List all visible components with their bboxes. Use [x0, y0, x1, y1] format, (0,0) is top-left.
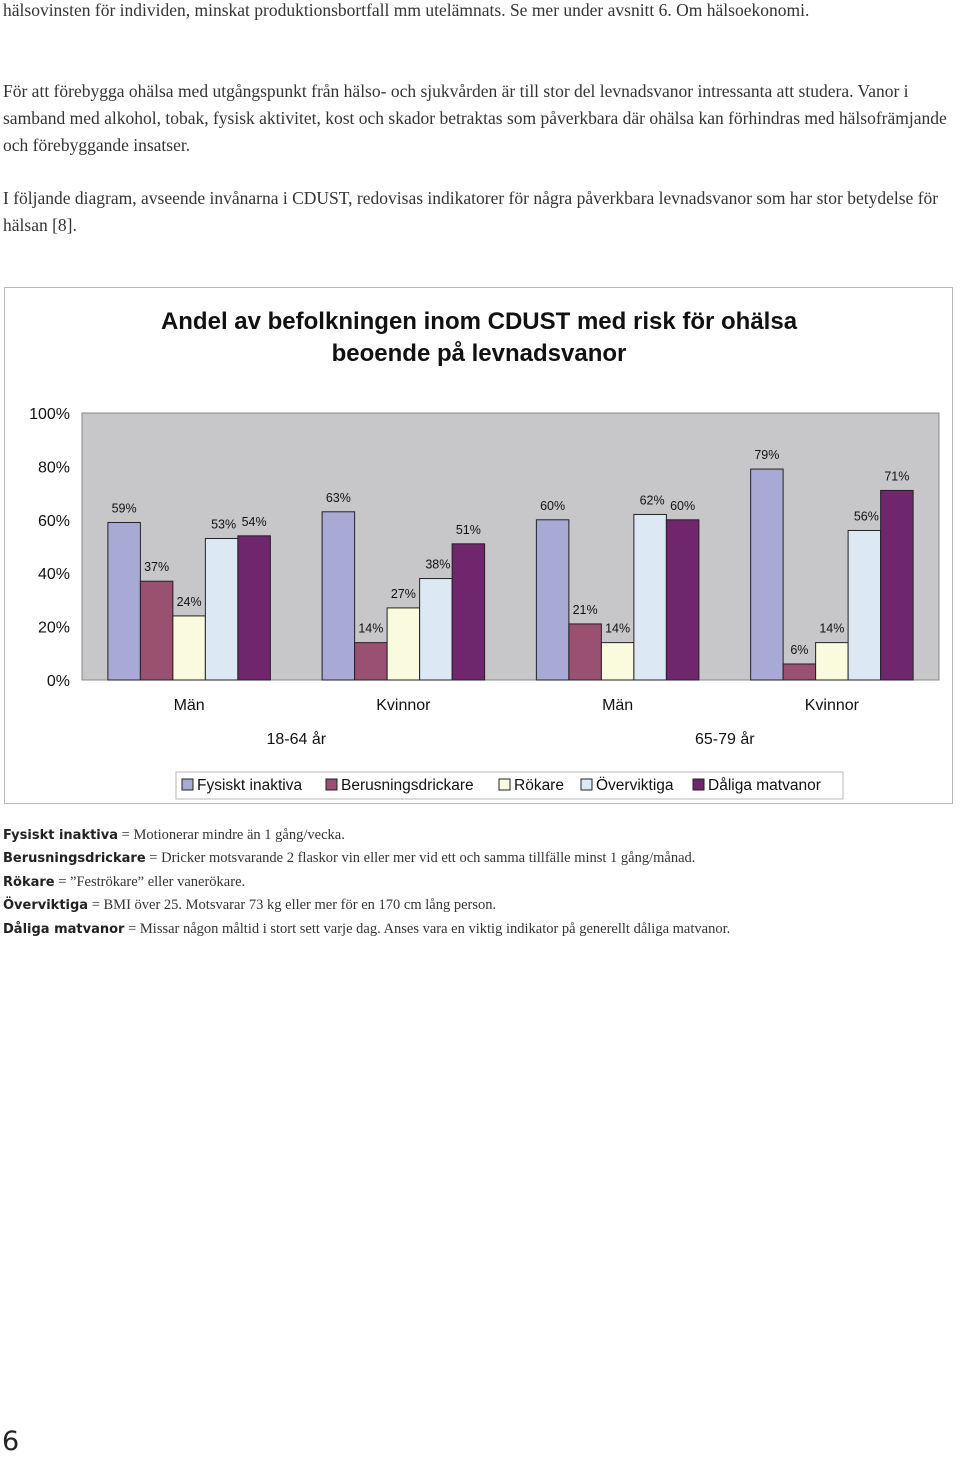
bar [354, 642, 388, 681]
data-label: 60% [670, 499, 695, 513]
data-label: 62% [640, 493, 665, 507]
legend-label: Berusningsdrickare [341, 777, 474, 794]
data-label: 63% [326, 491, 351, 505]
data-label: 60% [540, 499, 565, 513]
definition-text: = Missar någon måltid i stort sett varje… [124, 920, 731, 937]
bar [204, 537, 239, 681]
bar [386, 607, 421, 681]
x-category-label: Kvinnor [805, 697, 860, 714]
legend-label: Överviktiga [596, 776, 674, 794]
bar [568, 623, 602, 681]
definition-text: = Motionerar mindre än 1 gång/vecka. [118, 827, 345, 843]
data-label: 56% [854, 509, 879, 523]
bar [172, 615, 206, 681]
data-label: 53% [211, 517, 236, 531]
data-label: 54% [242, 515, 267, 529]
bar [880, 489, 914, 681]
data-label: 38% [425, 558, 450, 572]
definition-item: Dåliga matvanor = Missar någon måltid i … [3, 918, 953, 941]
bar [750, 468, 784, 681]
data-label: 24% [177, 595, 202, 609]
chart-container: Andel av befolkningen inom CDUST med ris… [4, 287, 953, 804]
x-category-label: Kvinnor [376, 697, 431, 714]
data-label: 51% [456, 523, 481, 537]
definition-term: Berusningsdrickare [3, 851, 146, 867]
bar [815, 642, 849, 681]
definition-term: Rökare [3, 874, 55, 890]
y-tick-label: 0% [47, 673, 70, 690]
legend-label: Dåliga matvanor [708, 777, 821, 794]
bar [600, 642, 635, 681]
bar [321, 511, 356, 681]
data-label: 14% [819, 622, 844, 636]
definition-term: Dåliga matvanor [3, 921, 125, 937]
page-number: 6 [2, 1426, 20, 1457]
bar [535, 519, 570, 681]
bar [107, 521, 141, 681]
bar [633, 513, 667, 681]
legend-swatch [325, 778, 338, 791]
data-label: 71% [884, 469, 909, 483]
definition-text: = BMI över 25. Motsvarar 73 kg eller mer… [88, 897, 497, 914]
paragraph-diagram-intro: I följande diagram, avseende invånarna i… [3, 188, 939, 235]
data-label: 27% [391, 587, 416, 601]
definition-item: Berusningsdrickare = Dricker motsvarande… [3, 847, 953, 870]
bar [451, 543, 486, 681]
legend-swatch [580, 778, 593, 791]
bar [419, 578, 453, 681]
x-group-label: 18-64 år [266, 730, 326, 748]
data-label: 79% [754, 448, 779, 462]
bar [665, 519, 700, 681]
definition-text: = Dricker motsvarande 2 flaskor vin elle… [145, 850, 696, 867]
bar-chart: Andel av befolkningen inom CDUST med ris… [29, 308, 940, 800]
y-tick-label: 80% [38, 459, 70, 476]
y-tick-label: 40% [38, 566, 70, 583]
definition-item: Rökare = ”Feströkare” eller vanerökare. [3, 871, 953, 894]
bar [782, 663, 817, 681]
x-category-label: Män [174, 697, 205, 714]
data-label: 14% [605, 622, 630, 636]
x-category-label: Män [602, 697, 633, 714]
definitions-list: Fysiskt inaktiva = Motionerar mindre än … [3, 824, 953, 941]
definition-item: Överviktiga = BMI över 25. Motsvarar 73 … [3, 894, 953, 917]
y-tick-label: 100% [29, 406, 70, 423]
chart-title: Andel av befolkningen inom CDUST med ris… [161, 308, 798, 335]
data-label: 21% [573, 603, 598, 617]
chart-title: beoende på levnadsvanor [332, 340, 627, 367]
bar [139, 580, 174, 681]
legend-swatch [181, 778, 194, 791]
legend-swatch [692, 778, 705, 791]
data-label: 14% [358, 622, 383, 636]
bar [847, 529, 882, 681]
definition-term: Överviktiga [3, 898, 89, 914]
data-label: 37% [144, 560, 169, 574]
legend-swatch [498, 778, 511, 791]
paragraph-lifestyle: För att förebygga ohälsa med utgångspunk… [3, 81, 947, 155]
paragraph-intro: hälsovinsten för individen, minskat prod… [3, 0, 810, 20]
legend-label: Rökare [514, 777, 564, 794]
definition-term: Fysiskt inaktiva [3, 828, 119, 843]
y-tick-label: 20% [38, 620, 70, 637]
bar [237, 535, 271, 681]
legend-label: Fysiskt inaktiva [197, 777, 302, 794]
data-label: 6% [790, 643, 808, 657]
x-group-label: 65-79 år [695, 730, 755, 748]
definition-item: Fysiskt inaktiva = Motionerar mindre än … [3, 824, 953, 847]
y-tick-label: 60% [38, 513, 70, 530]
data-label: 59% [112, 501, 137, 515]
definition-text: = ”Feströkare” eller vanerökare. [54, 873, 246, 890]
